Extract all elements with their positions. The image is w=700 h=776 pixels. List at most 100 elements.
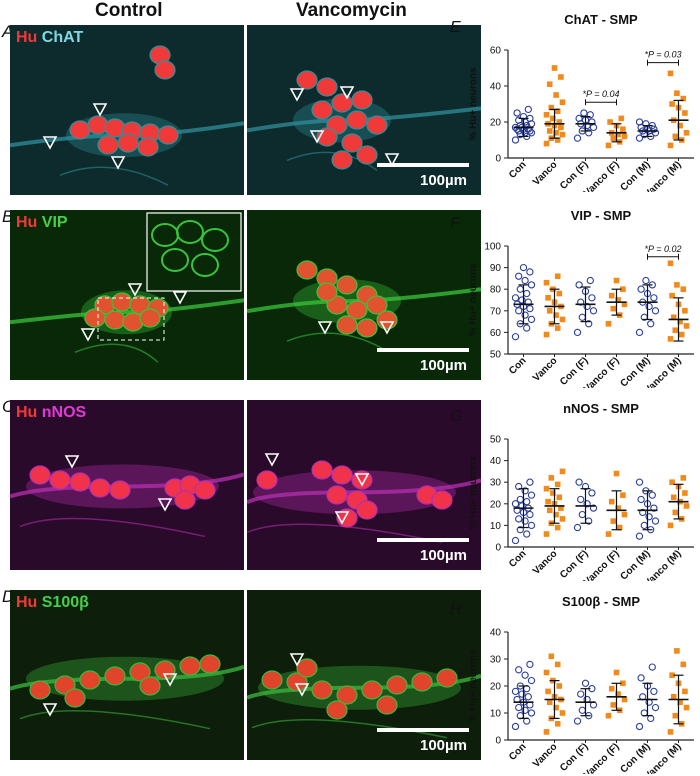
data-point <box>554 108 561 114</box>
panel-letter: G <box>450 408 462 425</box>
data-point <box>526 304 534 313</box>
x-tick-label: Vanco (F) <box>582 355 622 388</box>
marker-hu: Hu <box>16 29 38 46</box>
inset-neuron-outline <box>176 220 204 244</box>
nerve-fiber <box>19 709 211 730</box>
data-point <box>640 521 648 530</box>
neuron-cell <box>326 295 348 315</box>
neuron-cell <box>336 315 358 335</box>
y-tick-label: 50 <box>490 350 502 361</box>
nerve-fiber <box>10 298 244 325</box>
data-point <box>577 298 585 306</box>
data-point <box>642 276 650 285</box>
data-point <box>683 323 690 329</box>
ganglion-outline <box>258 665 461 710</box>
y-tick-label: 10 <box>490 521 502 532</box>
y-axis-label: % Hu+ neurons <box>468 67 479 141</box>
data-point <box>674 90 680 96</box>
data-point <box>588 489 596 497</box>
chart-e: E ChAT - SMP 0 20 40 60% Hu+ neurons Con Vanco C… <box>448 2 700 192</box>
data-point <box>526 478 534 486</box>
data-point <box>543 140 550 147</box>
data-point <box>620 492 626 498</box>
y-tick-label: 20 <box>490 682 502 693</box>
arrowhead-marker <box>354 473 370 487</box>
data-point <box>635 478 644 486</box>
data-point <box>523 289 531 298</box>
data-point <box>647 320 655 328</box>
data-point <box>546 699 553 705</box>
data-point <box>682 308 688 314</box>
data-point <box>521 311 529 319</box>
data-point <box>639 508 647 517</box>
data-point <box>642 120 650 128</box>
neuron-cell <box>29 465 51 485</box>
neuron-cell <box>336 275 358 295</box>
neuron-cell <box>179 656 201 676</box>
micrograph-d-vancomycin: 100µm <box>247 590 481 760</box>
data-point <box>518 296 526 304</box>
data-point <box>682 688 688 695</box>
data-point <box>670 494 677 501</box>
data-point <box>637 674 645 682</box>
data-point <box>559 468 566 475</box>
marker-label: Hu nNOS <box>16 404 86 422</box>
y-tick-label: 30 <box>490 655 502 666</box>
data-point <box>586 111 594 119</box>
panel-letter: F <box>450 215 461 232</box>
data-point <box>672 327 679 334</box>
neuron-cell <box>199 654 221 674</box>
data-point <box>511 687 520 696</box>
data-point <box>608 498 615 505</box>
data-point <box>543 729 550 735</box>
data-point <box>550 490 556 496</box>
data-point <box>519 263 528 272</box>
data-point <box>669 479 675 485</box>
data-point <box>543 531 550 537</box>
x-tick-label: Vanco <box>531 355 560 384</box>
data-point <box>553 312 559 318</box>
neuron-cell <box>97 135 119 155</box>
neuron-cell <box>139 308 161 328</box>
marker-vip: VIP <box>41 214 68 231</box>
neuron-cell <box>296 260 318 280</box>
y-tick-label: 40 <box>490 628 502 639</box>
micrograph-b-vancomycin: 100µm <box>247 210 481 380</box>
marker-hu: Hu <box>16 594 38 611</box>
data-point <box>577 690 585 698</box>
data-point <box>543 485 550 492</box>
data-point <box>672 509 679 516</box>
marker-hu: Hu <box>16 214 38 231</box>
x-tick-label: Vanco <box>531 548 560 577</box>
data-point <box>556 290 563 297</box>
y-tick-label: 10 <box>490 709 502 720</box>
data-point <box>573 717 582 725</box>
data-point <box>651 703 660 712</box>
data-point <box>556 119 563 125</box>
arrowhead-marker <box>334 511 350 525</box>
data-point <box>521 276 529 285</box>
data-point <box>573 523 582 532</box>
data-point <box>589 504 598 512</box>
marker-chat: ChAT <box>41 29 84 46</box>
data-point <box>667 70 674 77</box>
data-point <box>518 690 526 698</box>
data-point <box>645 513 653 521</box>
data-point <box>620 286 626 292</box>
data-point <box>670 694 677 700</box>
x-tick-label: Con <box>507 159 529 181</box>
data-point <box>667 142 674 149</box>
row-letter-a: A <box>2 22 14 41</box>
neuron-cell <box>316 282 338 302</box>
neuron-cell <box>84 308 106 328</box>
data-point <box>573 328 582 337</box>
y-axis-label: % Hu+ neurons <box>468 263 479 337</box>
neuron-cell <box>351 90 373 110</box>
neuron-cell <box>346 110 368 130</box>
neuron-cell <box>157 125 179 145</box>
data-point <box>613 669 620 676</box>
x-tick-label: Vanco <box>531 741 560 770</box>
arrowhead-marker <box>339 86 355 100</box>
data-point <box>545 498 551 505</box>
data-point <box>610 518 617 524</box>
